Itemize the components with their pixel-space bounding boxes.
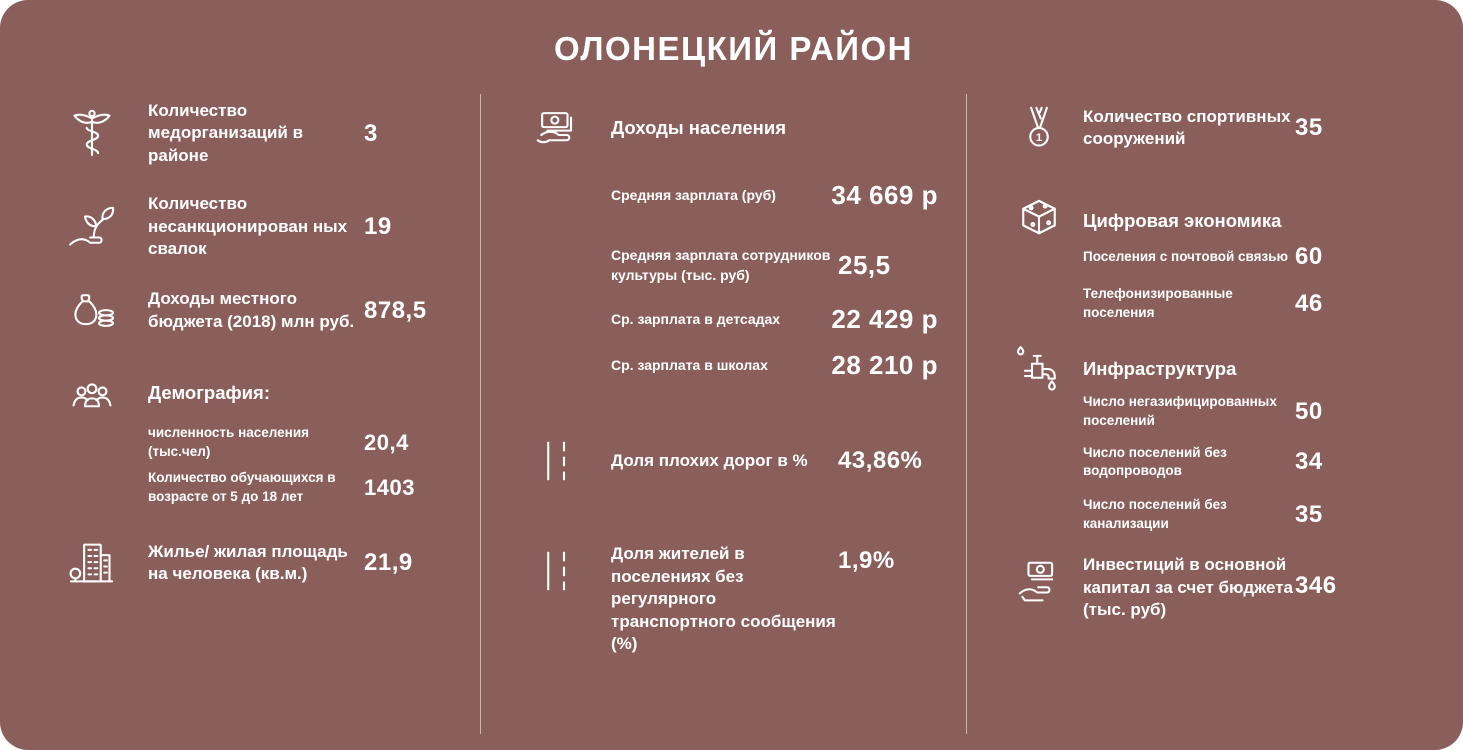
- cash-hand-icon: [1011, 554, 1067, 610]
- money-bags-icon: [62, 283, 122, 339]
- stat-row-no-sewer: Число поселений без канализации 35: [1011, 496, 1405, 534]
- stat-row-budget: Доходы местного бюджета (2018) млн руб. …: [62, 283, 464, 339]
- stat-row-kindergarten-salary: Ср. зарплата в детсадах 22 429 р: [527, 304, 938, 335]
- stat-row-culture-salary: Средняя зарплата сотрудников культуры (т…: [527, 246, 938, 285]
- stat-row-investments: Инвестиций в основной капитал за счет бю…: [1011, 554, 1405, 621]
- stat-value: 28 210 р: [831, 350, 938, 381]
- stat-row-population: численность населения (тыс.чел) 20,4: [62, 424, 464, 462]
- stat-label: Доходы местного бюджета (2018) млн руб.: [148, 289, 355, 331]
- stat-row-housing: Жилье/ жилая площадь на человека (кв.м.)…: [62, 535, 464, 591]
- stat-label: Число поселений без водопроводов: [1083, 444, 1227, 479]
- stat-label: Число негазифицированных поселений: [1083, 393, 1277, 428]
- stat-value: 34 669 р: [831, 180, 938, 210]
- stat-value: 22 429 р: [831, 304, 938, 335]
- stat-label: Доля жителей в поселениях без регулярног…: [611, 544, 836, 653]
- stat-value: 878,5: [364, 296, 427, 324]
- stat-row-income-header: Доходы населения: [527, 100, 938, 156]
- column-right: 1 Количество спортивных сооружений 35 Ци…: [966, 94, 1405, 734]
- people-group-icon: [62, 366, 122, 422]
- building-icon: [62, 535, 122, 591]
- stat-label: Жилье/ жилая площадь на человека (кв.м.): [148, 541, 348, 584]
- stat-value: 34: [1295, 448, 1323, 476]
- stat-value: 60: [1295, 243, 1323, 270]
- stat-label: Цифровая экономика: [1083, 209, 1282, 231]
- stat-value: 35: [1295, 114, 1323, 141]
- stat-value: 19: [364, 212, 392, 240]
- stat-row-bad-roads: Доля плохих дорог в % 43,86%: [527, 433, 938, 489]
- stat-row-telephone: Телефонизированные поселения 46: [1011, 285, 1405, 323]
- stat-label: Телефонизированные поселения: [1083, 286, 1233, 320]
- stat-row-med-orgs: Количество медорганизаций в районе 3: [62, 100, 464, 167]
- water-tap-icon: [1011, 341, 1067, 397]
- stat-label: Инфраструктура: [1083, 357, 1237, 379]
- eco-hand-sprout-icon: [62, 199, 122, 255]
- stat-row-avg-salary: Средняя зарплата (руб) 34 669 р: [527, 180, 938, 211]
- stat-value: 50: [1295, 397, 1323, 425]
- stat-value: 21,9: [364, 549, 413, 577]
- stat-value: 35: [1295, 501, 1323, 529]
- stat-label: Доходы населения: [611, 116, 786, 138]
- stat-label: Доля плохих дорог в %: [611, 450, 808, 470]
- road-icon: [527, 433, 587, 489]
- stat-row-school-salary: Ср. зарплата в школах 28 210 р: [527, 350, 938, 381]
- stat-row-no-water: Число поселений без водопроводов 34: [1011, 444, 1405, 482]
- columns-container: Количество медорганизаций в районе 3 Кол…: [62, 94, 1405, 734]
- caduceus-medical-icon: [62, 106, 122, 162]
- column-middle: Доходы населения Средняя зарплата (руб) …: [480, 94, 966, 734]
- stat-value: 346: [1295, 572, 1337, 600]
- stat-label: Ср. зарплата в школах: [611, 356, 768, 373]
- stat-label: Ср. зарплата в детсадах: [611, 310, 781, 327]
- medal-icon: 1: [1011, 100, 1067, 156]
- stat-row-demography-header: Демография:: [62, 366, 464, 422]
- stat-row-infra-header: Инфраструктура: [1011, 341, 1405, 397]
- stat-label: Количество медорганизаций в районе: [148, 101, 304, 165]
- stat-value: 3: [364, 119, 378, 147]
- stat-label: Поселения с почтовой связью: [1083, 248, 1289, 264]
- stat-label: Средняя зарплата (руб): [611, 186, 776, 203]
- cube-circuit-icon: [1011, 193, 1067, 249]
- stat-value: 43,86%: [838, 447, 923, 475]
- stat-row-no-gas: Число негазифицированных поселений 50: [1011, 393, 1405, 431]
- stat-label: численность населения (тыс.чел): [148, 424, 310, 459]
- stat-row-dumps: Количество несанкционирован ных свалок 1…: [62, 193, 464, 260]
- stat-row-sport: 1 Количество спортивных сооружений 35: [1011, 100, 1405, 156]
- stat-row-no-transport: Доля жителей в поселениях без регулярног…: [527, 543, 938, 655]
- stat-label: Инвестиций в основной капитал за счет бю…: [1083, 555, 1293, 619]
- stat-label: Средняя зарплата сотрудников культуры (т…: [611, 247, 831, 283]
- stat-value: 20,4: [364, 429, 409, 455]
- svg-text:1: 1: [1036, 132, 1042, 144]
- road-icon: [527, 543, 587, 599]
- stat-label: Количество спортивных сооружений: [1083, 106, 1291, 148]
- stat-row-students: Количество обучающихся в возрасте от 5 д…: [62, 469, 464, 507]
- stat-value: 1403: [364, 475, 415, 501]
- stat-row-digital-header: Цифровая экономика: [1011, 193, 1405, 249]
- banknotes-icon: [527, 100, 587, 156]
- stat-row-postal: Поселения с почтовой связью 60: [1011, 243, 1405, 271]
- stat-label: Демография:: [148, 382, 271, 404]
- stat-label: Количество обучающихся в возрасте от 5 д…: [148, 470, 336, 505]
- page-title: ОЛОНЕЦКИЙ РАЙОН: [553, 30, 914, 67]
- stat-value: 1,9%: [838, 547, 895, 575]
- stat-value: 46: [1295, 289, 1323, 317]
- stat-label: Количество несанкционирован ных свалок: [148, 194, 348, 259]
- stat-label: Число поселений без канализации: [1083, 497, 1227, 532]
- column-left: Количество медорганизаций в районе 3 Кол…: [62, 94, 480, 734]
- stat-value: 25,5: [838, 250, 891, 281]
